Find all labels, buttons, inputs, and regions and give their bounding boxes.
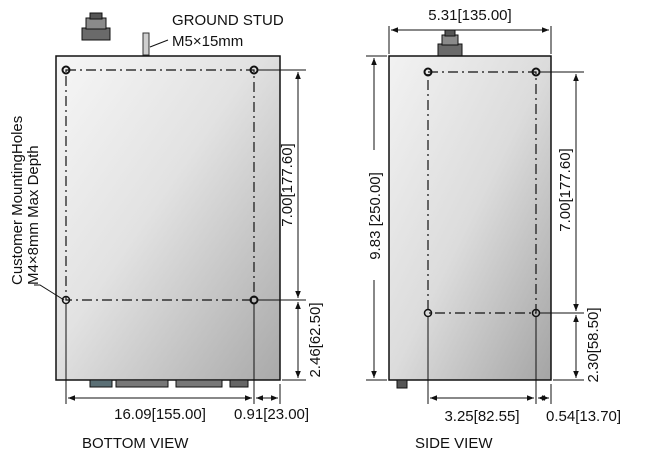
side-view: 5.31[135.00] 9.83 [250.00] 7.00[177.60] …	[364, 7, 621, 452]
bottom-view: GROUND STUD M5×15mm Customer MountingHol…	[9, 12, 324, 452]
side-view-caption: SIDE VIEW	[415, 435, 493, 452]
ground-stud-title: GROUND STUD	[172, 12, 284, 29]
rf-connector-icon	[437, 29, 463, 57]
dim-side-height-gap	[364, 150, 384, 280]
bottom-edge-ports	[89, 379, 249, 388]
dim-side-hole-spacing-vertical: 7.00[177.60]	[557, 148, 574, 231]
bottom-view-caption: BOTTOM VIEW	[82, 435, 189, 452]
ground-stud-icon	[142, 32, 150, 56]
dim-bottom-hole-to-side: 0.91[23.00]	[234, 406, 309, 423]
dim-side-hole-spacing-horizontal: 3.25[82.55]	[444, 408, 519, 425]
dim-side-width: 5.31[135.00]	[428, 7, 511, 24]
dim-bottom-hole-to-bottom: 2.46[62.50]	[307, 302, 324, 377]
side-enclosure	[388, 55, 552, 381]
bottom-enclosure	[55, 55, 281, 381]
mounting-hole-icon	[61, 65, 259, 305]
side-foot	[396, 379, 408, 389]
ground-stud-size: M5×15mm	[172, 33, 243, 50]
side-hole-pattern	[427, 71, 537, 314]
mounting-holes-label: Customer MountingHoles	[9, 116, 26, 285]
dim-side-hole-to-bottom: 2.30[58.50]	[585, 307, 602, 382]
dim-side-height: 9.83 [250.00]	[367, 172, 384, 260]
dim-bottom-hole-spacing-vertical: 7.00[177.60]	[279, 143, 296, 226]
mounting-holes-spec: M4×8mm Max Depth	[25, 145, 42, 285]
dim-side-hole-to-side: 0.54[13.70]	[546, 408, 621, 425]
dim-bottom-hole-spacing-horizontal: 16.09[155.00]	[114, 406, 206, 423]
mounting-hole-icon	[423, 67, 541, 318]
rf-connector-icon	[81, 12, 111, 41]
bottom-hole-pattern	[65, 69, 255, 301]
